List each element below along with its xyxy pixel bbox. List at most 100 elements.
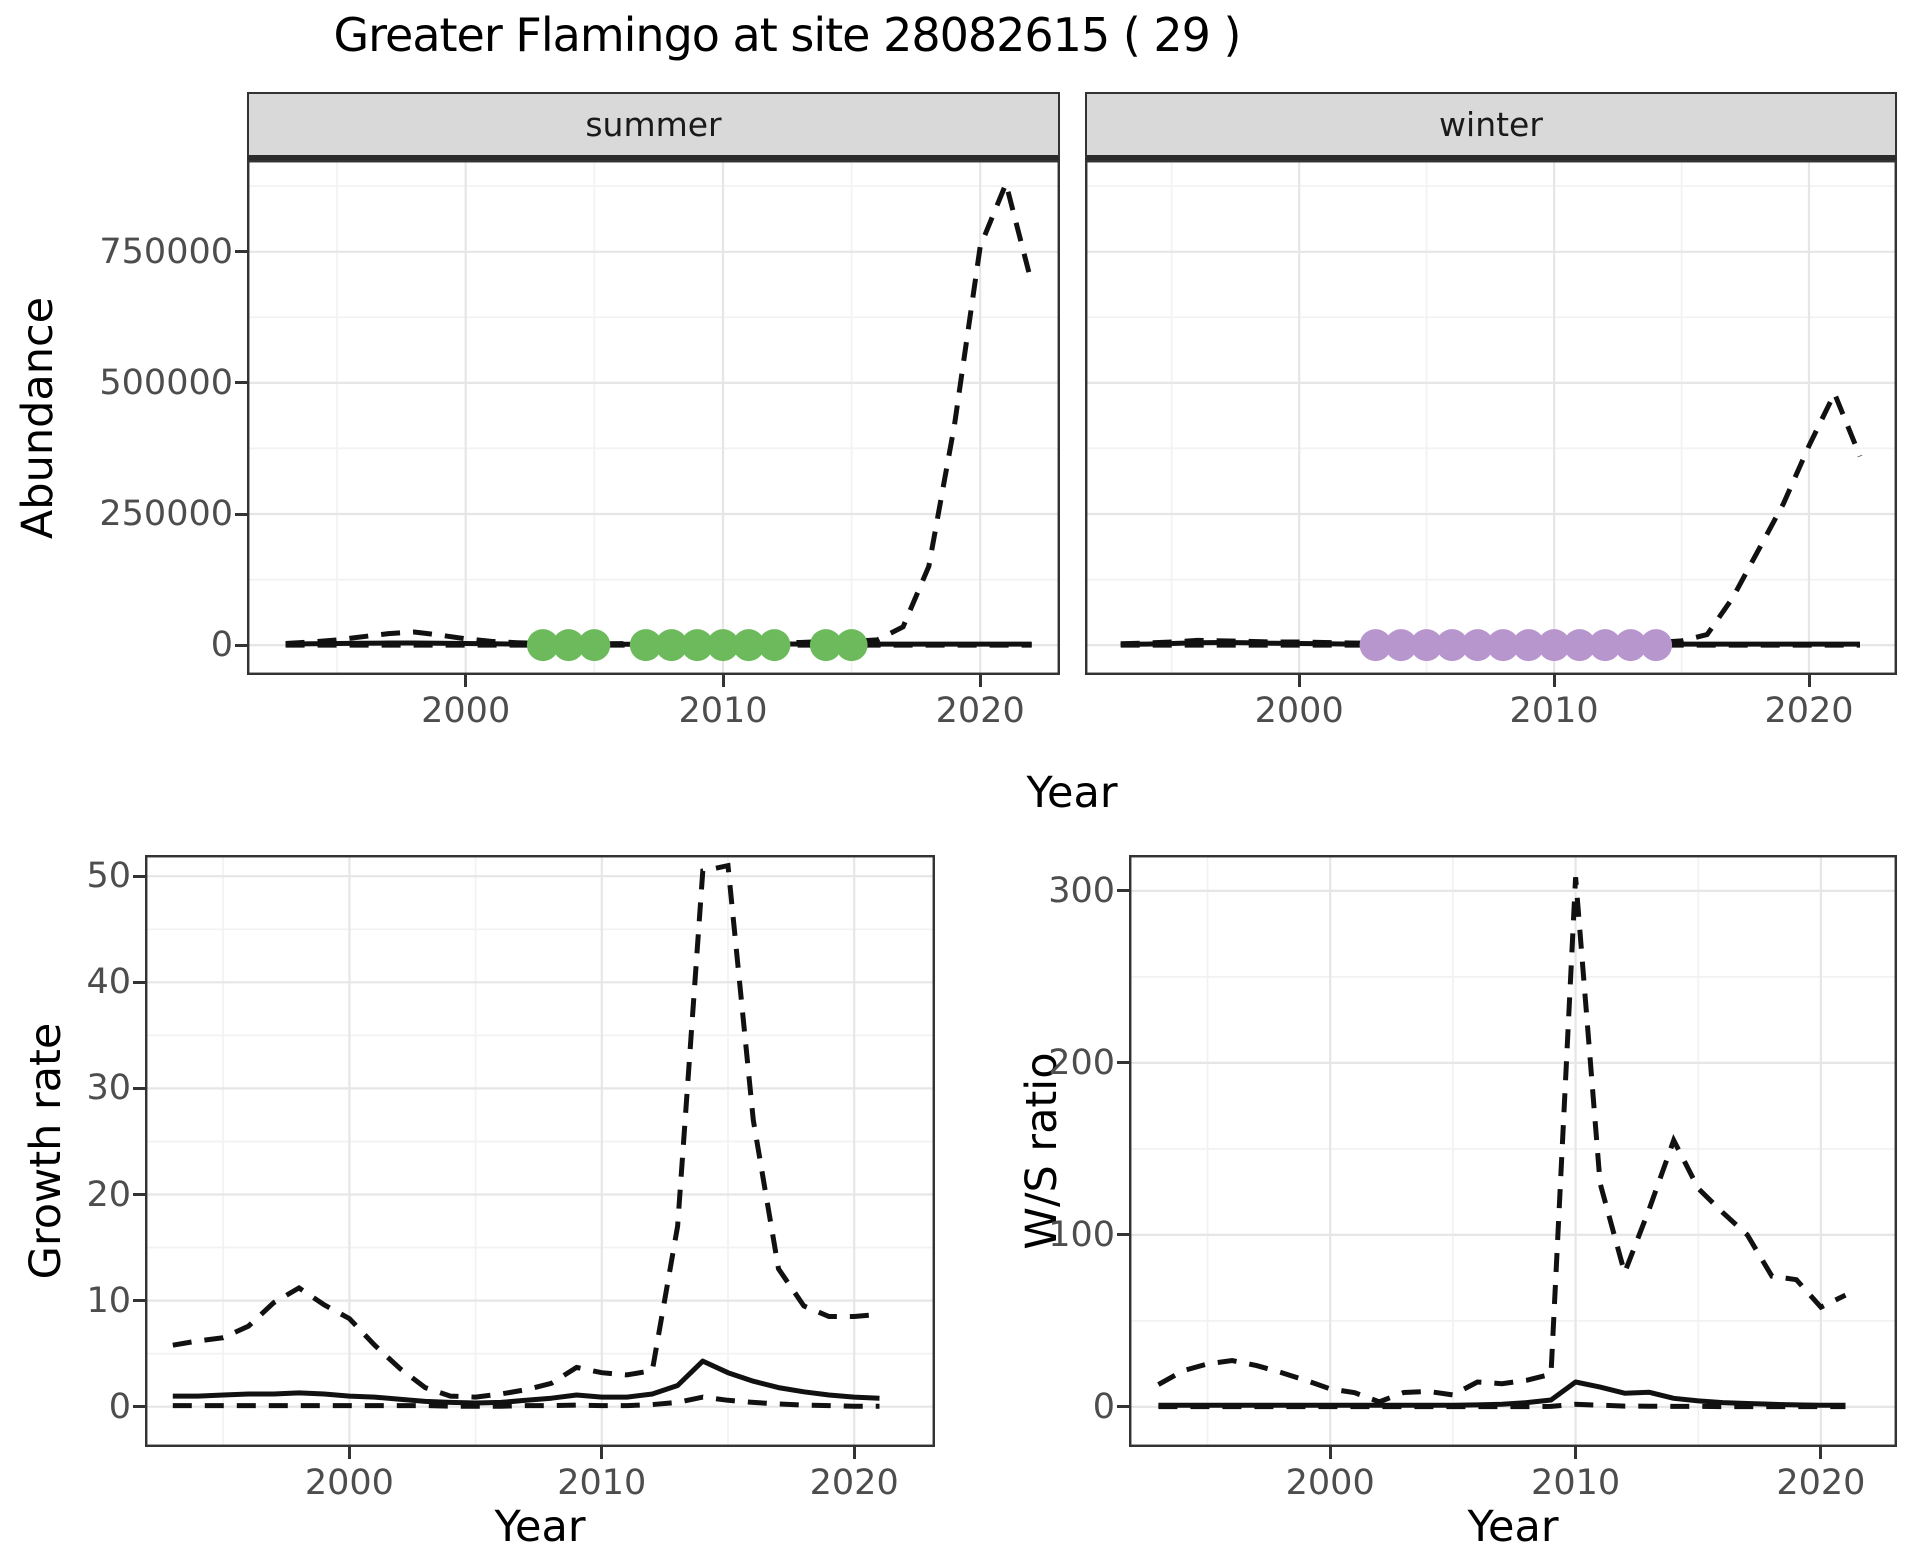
year-axis-title-ws: Year	[1467, 1502, 1559, 1552]
y-tick-label: 300	[1048, 870, 1115, 911]
facet-strip-winter-label: winter	[1439, 105, 1543, 144]
facet-strip-winter: winter	[1085, 92, 1897, 160]
x-tick-label: 2010	[1531, 1463, 1621, 1503]
y-tick-label: 10	[86, 1280, 131, 1321]
y-tick-label: 750000	[99, 231, 233, 272]
x-tick-mark	[852, 1447, 856, 1459]
x-tick-label: 2020	[1776, 1463, 1866, 1503]
panel-border	[247, 160, 1060, 675]
y-tick-label: 200	[1048, 1042, 1115, 1083]
y-tick-mark	[235, 381, 247, 385]
x-tick-mark	[1807, 675, 1811, 687]
x-tick-label: 2020	[809, 1463, 899, 1503]
y-tick-mark	[235, 250, 247, 254]
y-tick-mark	[1117, 1405, 1129, 1409]
y-tick-label: 500000	[99, 362, 233, 403]
chart-title: Greater Flamingo at site 28082615 ( 29 )	[333, 8, 1241, 62]
facet-strip-summer: summer	[247, 92, 1060, 160]
abundance-axis-title: Abundance	[13, 296, 63, 540]
survey-dot	[1359, 629, 1392, 662]
y-tick-label: 30	[86, 1068, 131, 1109]
y-tick-mark	[133, 1193, 145, 1196]
series-upper-ci-line	[1157, 877, 1847, 1405]
y-tick-label: 50	[86, 856, 131, 897]
abundance-summer-plot	[247, 160, 1060, 675]
panel-background	[1085, 160, 1897, 675]
y-tick-label: 20	[86, 1174, 131, 1215]
x-tick-mark	[978, 675, 982, 687]
year-axis-title-growth: Year	[494, 1502, 586, 1552]
series-upper-ci-line	[172, 862, 880, 1400]
x-tick-label: 2020	[935, 691, 1025, 731]
y-tick-mark	[133, 980, 145, 984]
y-tick-mark	[1117, 1061, 1129, 1065]
survey-dot	[1487, 629, 1520, 662]
survey-dot	[526, 629, 559, 662]
survey-dot	[1538, 629, 1571, 662]
panel-border	[145, 855, 935, 1447]
x-tick-label: 2000	[1254, 691, 1344, 731]
panel-border	[1085, 160, 1897, 675]
survey-dot	[1563, 629, 1596, 662]
growth-rate-plot	[145, 855, 935, 1447]
y-tick-mark	[133, 1086, 145, 1090]
survey-dot	[809, 629, 842, 662]
survey-dot	[655, 629, 688, 662]
series-mean-line	[1158, 1379, 1846, 1408]
panel-background	[145, 855, 935, 1447]
growth-rate-axis-title: Growth rate	[21, 1022, 71, 1280]
x-tick-mark	[347, 1447, 351, 1459]
survey-dot	[707, 629, 739, 662]
y-tick-label: 250000	[99, 494, 233, 534]
x-tick-mark	[600, 1447, 604, 1459]
y-tick-mark	[133, 1299, 145, 1303]
survey-dot	[1461, 629, 1494, 662]
y-tick-mark	[1117, 889, 1129, 893]
survey-dot	[1512, 629, 1545, 662]
year-axis-title-top: Year	[1026, 768, 1118, 818]
panel-background	[1129, 855, 1897, 1447]
survey-dot	[681, 629, 714, 662]
x-tick-label: 2010	[557, 1463, 647, 1503]
x-tick-label: 2000	[1285, 1463, 1375, 1503]
y-tick-label: 0	[210, 625, 233, 666]
survey-dot	[552, 629, 585, 662]
x-tick-mark	[721, 675, 725, 687]
x-tick-label: 2010	[1509, 691, 1599, 731]
y-tick-mark	[235, 643, 247, 647]
x-tick-mark	[1552, 675, 1556, 687]
y-tick-mark	[133, 874, 145, 878]
y-tick-mark	[235, 512, 247, 516]
x-tick-mark	[464, 675, 468, 687]
y-tick-label: 0	[108, 1386, 131, 1427]
y-tick-label: 0	[1092, 1386, 1115, 1427]
survey-dot	[1436, 629, 1469, 662]
y-tick-label: 40	[86, 962, 131, 1003]
x-tick-mark	[1297, 675, 1301, 687]
abundance-winter-plot	[1085, 160, 1897, 675]
x-tick-label: 2020	[1764, 691, 1854, 731]
panel-border	[1129, 855, 1897, 1447]
series-mean-line	[172, 1358, 880, 1406]
x-tick-label: 2000	[304, 1463, 394, 1503]
survey-dot	[835, 629, 868, 662]
survey-dot	[578, 629, 611, 662]
survey-dot	[629, 629, 662, 662]
facet-strip-summer-label: summer	[585, 105, 722, 144]
survey-dot	[732, 629, 765, 662]
y-tick-label: 100	[1048, 1214, 1115, 1255]
y-tick-mark	[1117, 1233, 1129, 1237]
survey-dot	[758, 629, 791, 662]
ws-ratio-plot	[1129, 855, 1897, 1447]
x-tick-mark	[1328, 1447, 1332, 1459]
x-tick-mark	[1574, 1447, 1578, 1459]
panel-background	[247, 160, 1060, 675]
survey-dot	[1589, 629, 1622, 662]
x-tick-mark	[1819, 1447, 1823, 1459]
x-tick-label: 2010	[678, 691, 768, 731]
survey-dot	[1410, 629, 1443, 662]
survey-dot	[1385, 629, 1418, 662]
survey-dot	[1614, 629, 1647, 662]
x-tick-label: 2000	[421, 691, 511, 731]
